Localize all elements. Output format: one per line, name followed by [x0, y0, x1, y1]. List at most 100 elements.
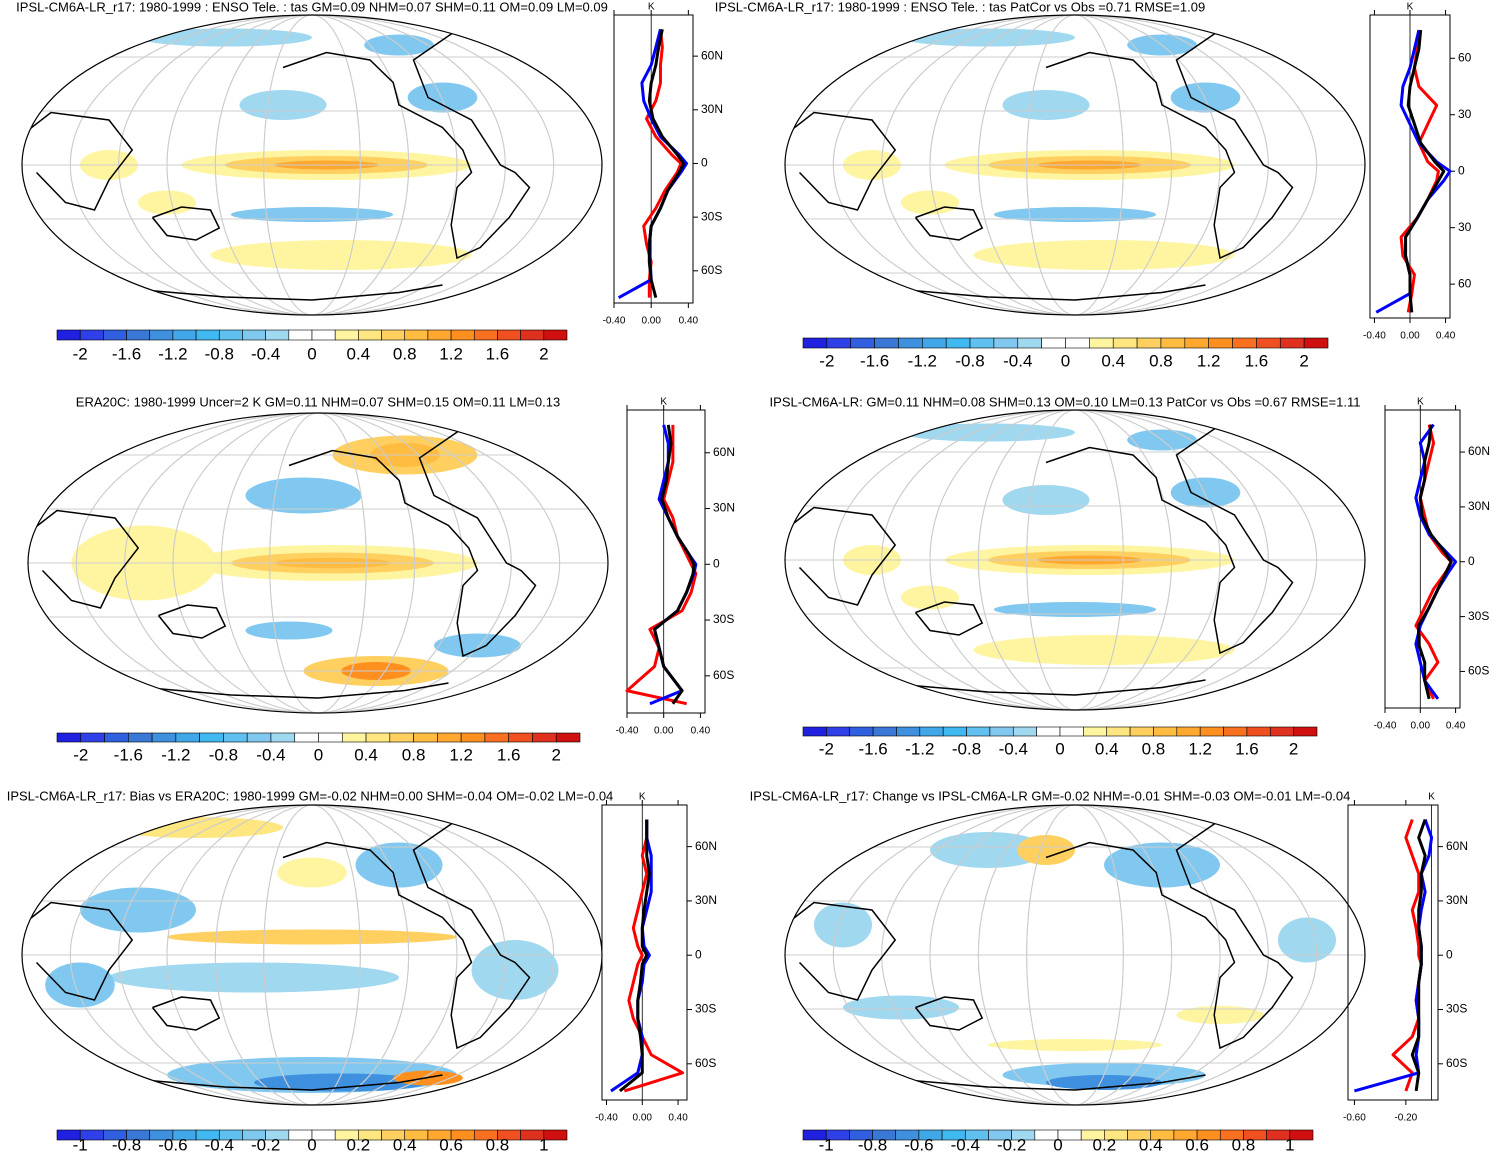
meridian: [881, 15, 1269, 315]
coastline: [785, 901, 897, 1001]
colorbar-tick-label: -0.8: [112, 1135, 141, 1152]
y-tick-label: 30N: [713, 501, 735, 515]
map: [785, 15, 1365, 315]
colorbar-tick-label: -0.4: [205, 1135, 234, 1152]
y-tick-label: 0: [713, 556, 720, 570]
panel-title: IPSL-CM6A-LR_r17: 1980-1999 : ENSO Tele.…: [715, 0, 1205, 14]
field-patch: [407, 82, 478, 113]
colorbar-box: [175, 732, 200, 743]
colorbar-tick-label: -1.2: [158, 344, 187, 363]
x-axis-label: K: [1417, 397, 1424, 408]
meridian: [832, 410, 1318, 710]
colorbar-box: [473, 329, 498, 341]
meridian: [172, 413, 464, 713]
colorbar-tick-label: 0.4: [1139, 1135, 1163, 1152]
colorbar-tick-label: 2: [1299, 351, 1308, 370]
colorbar-tick-label: 1.2: [1188, 739, 1212, 758]
colorbar-box: [1184, 337, 1209, 349]
colorbar-tick-label: 0.8: [1149, 351, 1173, 370]
colorbar-box: [1036, 726, 1061, 737]
colorbar-tick-label: -0.6: [158, 1135, 187, 1152]
meridian: [832, 15, 1318, 315]
coastline: [282, 29, 531, 260]
colorbar-box: [223, 732, 248, 743]
field-patch: [1017, 835, 1075, 865]
field-patch: [814, 902, 872, 948]
colorbar-tick-label: -0.4: [256, 745, 285, 764]
colorbar-tick-label: -1.6: [114, 745, 143, 764]
profile-line: [1414, 423, 1458, 700]
coastline: [900, 679, 1206, 696]
colorbar-tick-label: 1.6: [1235, 739, 1259, 758]
field-patch: [1002, 90, 1090, 120]
colorbar-tick-label: -1.6: [858, 739, 887, 758]
map: [785, 805, 1365, 1105]
coastline: [137, 284, 443, 301]
field-patch: [1170, 477, 1241, 508]
profile-line: [618, 819, 651, 1093]
field-patch: [901, 423, 1075, 442]
colorbar-box: [1160, 337, 1186, 349]
x-tick-label: -0.40: [595, 1113, 618, 1124]
colorbar-box: [1129, 726, 1154, 737]
colorbar-box: [966, 726, 991, 737]
colorbar-tick-label: 1.6: [486, 344, 510, 363]
y-tick-label: 30S: [1468, 609, 1489, 623]
field-patch: [973, 635, 1235, 665]
profile-line: [647, 29, 686, 299]
x-axis-label: K: [1428, 792, 1435, 803]
field-patch: [355, 842, 443, 888]
colorbar-tick-label: 1.2: [449, 745, 473, 764]
coastline: [785, 506, 897, 606]
colorbar-box: [874, 337, 899, 349]
coastline: [151, 206, 221, 241]
profile-line: [625, 424, 698, 706]
map: [22, 15, 602, 315]
colorbar-tick-label: -0.8: [952, 739, 981, 758]
x-tick-label: -0.60: [1343, 1113, 1366, 1124]
colorbar-box: [849, 726, 874, 737]
y-tick-label: 30S: [701, 209, 722, 223]
y-tick-label: 60N: [701, 48, 723, 62]
map: [785, 410, 1365, 710]
colorbar-box: [896, 726, 921, 737]
y-tick-label: 60N: [1446, 839, 1468, 853]
meridian: [1026, 805, 1124, 1105]
colorbar-box: [126, 329, 151, 341]
y-tick-label: 60S: [1446, 1056, 1467, 1070]
y-tick-label: 60S: [701, 263, 722, 277]
y-tick-label: 0: [1458, 163, 1465, 177]
colorbar-tick-label: 1.2: [1197, 351, 1221, 370]
coastline: [157, 604, 227, 639]
colorbar-box: [543, 329, 568, 341]
colorbar-tick-label: 0.8: [486, 1135, 510, 1152]
colorbar-tick-label: -1: [819, 1135, 834, 1152]
colorbar-box: [1199, 726, 1224, 737]
colorbar-tick-label: 0.6: [1185, 1135, 1209, 1152]
colorbar-box: [532, 732, 557, 743]
colorbar-tick-label: 0: [307, 1135, 316, 1152]
colorbar-box: [989, 726, 1014, 737]
field-patch: [901, 585, 959, 610]
colorbar-box: [427, 329, 452, 341]
y-tick-label: 60: [1458, 276, 1472, 290]
field-patch: [210, 240, 472, 270]
colorbar-box: [1289, 1129, 1314, 1141]
colorbar-box: [218, 329, 243, 341]
x-axis-label: K: [648, 2, 655, 13]
meridian: [220, 413, 416, 713]
colorbar-box: [389, 732, 414, 743]
colorbar-box: [1256, 337, 1281, 349]
colorbar-tick-label: -2: [819, 739, 834, 758]
map-border: [27, 412, 609, 714]
x-tick-label: 0.00: [633, 1113, 653, 1124]
y-tick-label: 60S: [713, 668, 734, 682]
colorbar-tick-label: -0.4: [951, 1135, 980, 1152]
x-tick-label: 0.40: [1446, 721, 1466, 732]
colorbar-box: [104, 732, 129, 743]
coastline: [914, 601, 984, 636]
coastline: [1045, 424, 1294, 655]
profile-line: [1414, 424, 1453, 700]
colorbar-box: [484, 732, 509, 743]
map-border: [784, 409, 1366, 711]
